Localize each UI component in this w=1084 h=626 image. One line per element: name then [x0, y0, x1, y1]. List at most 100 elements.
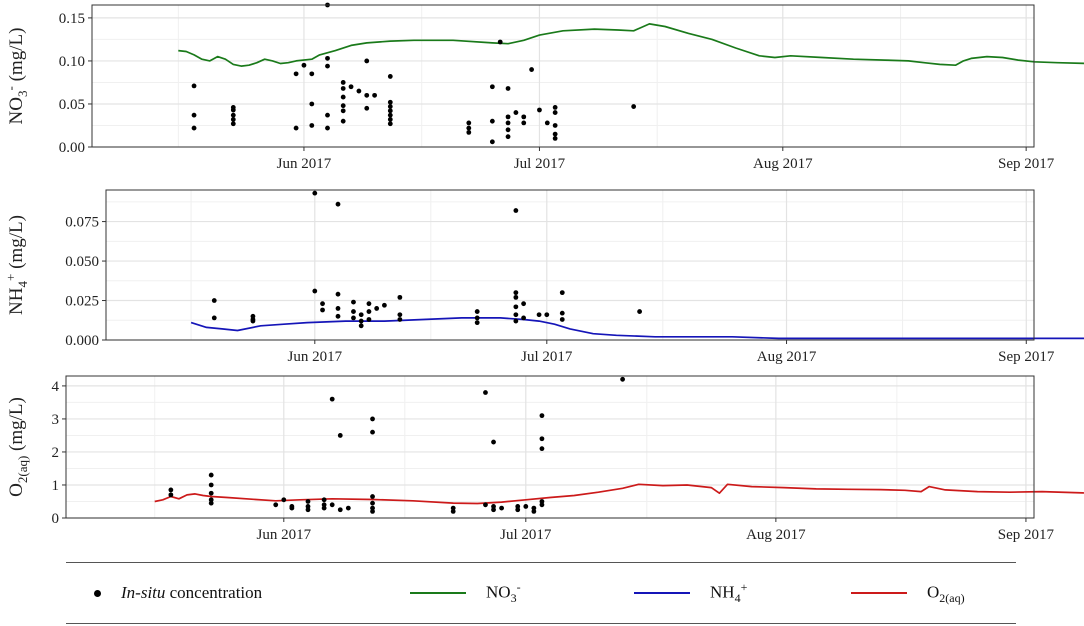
data-point — [552, 131, 558, 137]
data-point — [309, 123, 315, 128]
line-series — [190, 317, 1084, 340]
line-series — [178, 23, 1084, 67]
panel-2: 0.000 0.025 0.050 0.075 Jun 2017 Jul 2017 Aug … — [3, 189, 1084, 365]
data-point — [529, 67, 534, 72]
data-point — [321, 505, 327, 511]
data-point — [505, 120, 511, 126]
panel-3: 0 1 2 3 4 Jun 2017 Jul 2017 Aug 2017 Sep 2017 O2(… — [6, 375, 1084, 543]
legend: In-situ concentration NO3- NH4+ O2(aq) — [66, 562, 1016, 624]
data-point — [312, 288, 318, 294]
data-point — [559, 290, 565, 296]
y-tick-label: 0.050 — [65, 254, 99, 270]
plot-background — [106, 190, 1034, 340]
y-tick-label: 3 — [52, 412, 60, 428]
data-point — [521, 315, 526, 321]
data-point — [505, 86, 511, 91]
data-point — [329, 396, 335, 402]
data-point — [466, 125, 472, 131]
data-point — [208, 472, 214, 478]
data-point — [539, 436, 545, 442]
y-axis-title: NO3- (mg/L) — [3, 28, 30, 125]
data-point — [356, 88, 362, 94]
data-point — [505, 134, 511, 140]
data-point — [491, 504, 496, 509]
data-point — [358, 312, 364, 318]
data-point — [552, 105, 558, 110]
data-point — [305, 504, 311, 509]
data-point — [382, 302, 387, 308]
data-point — [537, 107, 542, 113]
data-point — [544, 312, 550, 318]
y-axis-title: NH4+ (mg/L) — [3, 215, 30, 315]
data-point — [230, 117, 236, 122]
data-point — [335, 313, 341, 319]
data-point — [499, 505, 504, 511]
data-point — [489, 84, 495, 90]
data-point — [351, 299, 356, 305]
x-tick-label: Jul 2017 — [521, 349, 573, 365]
x-tick-label: Aug 2017 — [746, 527, 806, 543]
y-tick-label: 0.025 — [65, 294, 99, 310]
data-point — [230, 112, 236, 118]
data-point — [515, 504, 521, 509]
line-series — [154, 483, 1084, 505]
y-tick-label: 0.000 — [65, 333, 99, 349]
data-point — [370, 416, 375, 422]
data-point — [335, 291, 341, 297]
data-point — [273, 502, 279, 508]
data-point — [474, 315, 480, 321]
data-point — [168, 492, 174, 498]
data-point — [536, 312, 542, 318]
y-tick-label: 4 — [52, 379, 60, 395]
data-point — [513, 312, 519, 318]
data-point — [397, 294, 403, 300]
data-point — [552, 123, 558, 128]
data-point — [374, 306, 380, 311]
data-point — [329, 502, 335, 508]
legend-line-nh4 — [634, 592, 690, 594]
y-tick-label: 0.05 — [59, 97, 85, 113]
plot-background — [92, 5, 1034, 147]
data-point — [325, 112, 330, 118]
data-point — [521, 120, 527, 126]
data-point — [340, 80, 346, 85]
data-point — [191, 125, 197, 131]
data-point — [211, 298, 217, 303]
x-tick-label: Jun 2017 — [288, 349, 343, 365]
data-point — [539, 499, 545, 504]
data-point — [293, 125, 299, 131]
x-tick-label: Sep 2017 — [998, 527, 1055, 543]
data-point — [309, 101, 315, 107]
data-point — [281, 497, 287, 503]
data-point — [552, 110, 558, 115]
legend-item-insitu: In-situ concentration — [94, 563, 262, 623]
data-point — [305, 499, 311, 504]
data-point — [539, 413, 545, 419]
x-tick-label: Aug 2017 — [753, 156, 813, 172]
data-point — [544, 120, 550, 126]
legend-label-no3: NO3- — [486, 579, 521, 606]
data-point — [191, 83, 197, 89]
x-tick-label: Sep 2017 — [998, 349, 1055, 365]
data-point — [312, 190, 318, 196]
panel-1: 0.00 0.05 0.10 0.15 Jun 2017 Jul 2017 Aug 2017… — [3, 2, 1084, 172]
data-point — [320, 307, 325, 313]
data-point — [539, 502, 545, 508]
data-point — [335, 201, 341, 207]
y-tick-label: 0 — [52, 511, 60, 527]
data-point — [515, 507, 521, 513]
data-point — [289, 505, 295, 511]
data-point — [340, 86, 346, 91]
data-point — [559, 310, 565, 316]
data-point — [513, 318, 519, 324]
data-point — [370, 429, 375, 435]
data-point — [513, 290, 519, 296]
data-point — [497, 39, 503, 45]
data-point — [309, 71, 315, 77]
data-point — [370, 508, 375, 514]
data-point — [521, 114, 527, 120]
data-point — [358, 318, 364, 324]
legend-dot-marker — [94, 589, 101, 597]
y-axis-title: O2(aq) (mg/L) — [6, 397, 30, 497]
data-point — [387, 117, 393, 122]
